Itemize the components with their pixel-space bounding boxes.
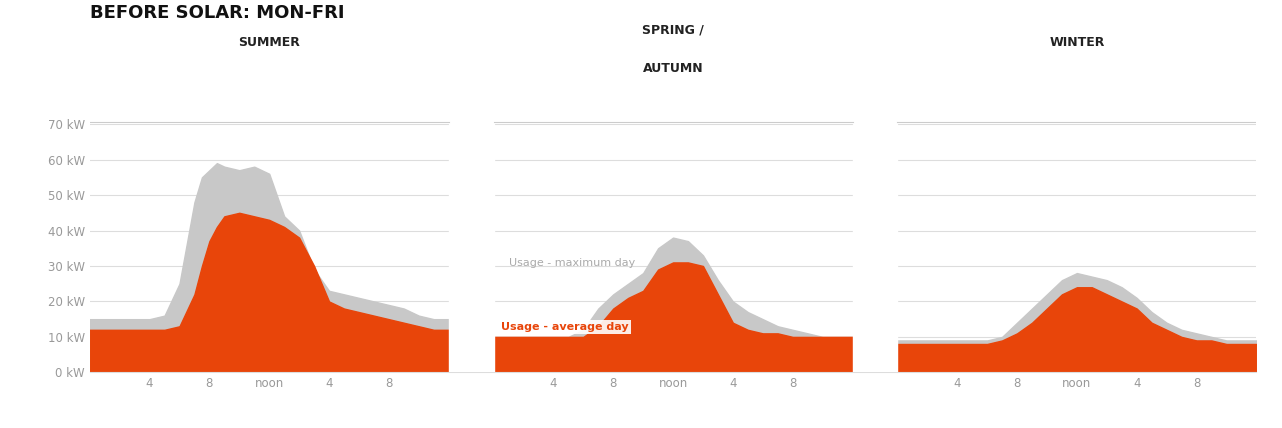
Text: Usage - maximum day: Usage - maximum day [509,258,635,268]
Text: AUTUMN: AUTUMN [642,62,704,75]
Text: WINTER: WINTER [1049,36,1105,49]
Text: BEFORE SOLAR: MON-FRI: BEFORE SOLAR: MON-FRI [90,4,345,22]
Polygon shape [853,124,897,372]
Text: SUMMER: SUMMER [238,36,300,49]
Polygon shape [449,124,494,372]
Text: SPRING /: SPRING / [642,24,704,36]
Text: Usage - average day: Usage - average day [501,322,628,332]
